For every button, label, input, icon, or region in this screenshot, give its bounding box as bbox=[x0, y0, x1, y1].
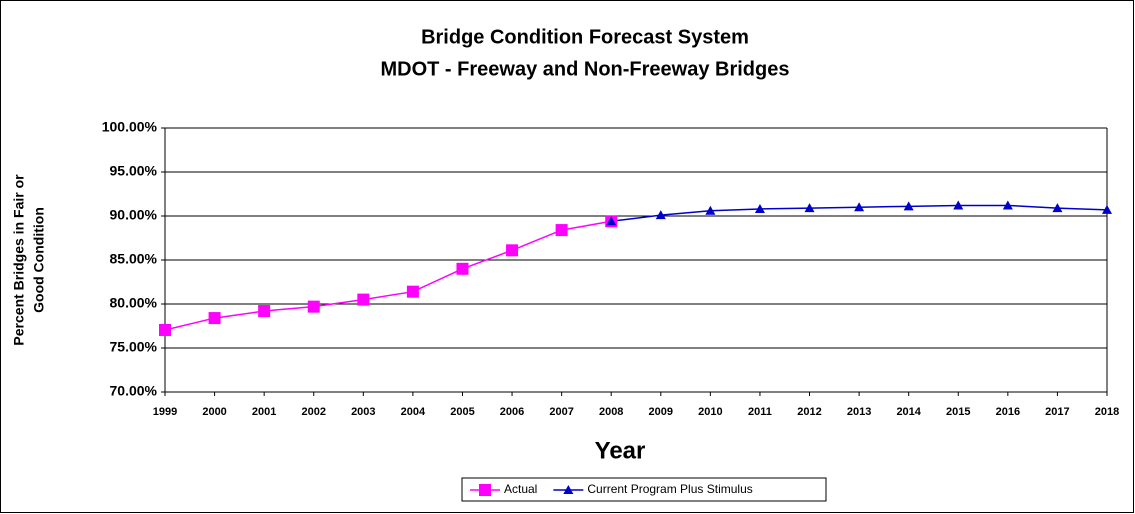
y-axis-label-line: Percent Bridges in Fair or bbox=[11, 174, 27, 346]
marker bbox=[1102, 204, 1112, 214]
y-tick-label: 85.00% bbox=[110, 251, 158, 267]
x-tick-label: 2007 bbox=[549, 406, 573, 418]
x-tick-label: 1999 bbox=[153, 406, 177, 418]
x-tick-label: 2016 bbox=[996, 406, 1020, 418]
marker bbox=[903, 201, 914, 211]
chart-title: Bridge Condition Forecast System bbox=[421, 26, 749, 48]
x-tick-label: 2004 bbox=[401, 406, 426, 418]
x-tick-label: 2015 bbox=[946, 406, 970, 418]
legend-label: Current Program Plus Stimulus bbox=[587, 482, 752, 496]
marker bbox=[506, 244, 519, 257]
x-tick-label: 2001 bbox=[252, 406, 276, 418]
x-tick-label: 2010 bbox=[698, 406, 722, 418]
marker bbox=[655, 210, 666, 220]
marker bbox=[804, 203, 815, 213]
x-tick-label: 2012 bbox=[797, 406, 821, 418]
marker bbox=[406, 285, 419, 298]
y-axis-label-line: Good Condition bbox=[31, 207, 47, 313]
x-axis-label: Year bbox=[595, 437, 646, 464]
marker bbox=[1002, 200, 1013, 210]
marker bbox=[258, 305, 271, 318]
legend-marker bbox=[563, 485, 574, 494]
x-tick-label: 2005 bbox=[450, 406, 474, 418]
marker bbox=[307, 300, 320, 313]
marker bbox=[953, 200, 964, 210]
chart-subtitle: MDOT - Freeway and Non-Freeway Bridges bbox=[381, 58, 790, 80]
marker bbox=[456, 262, 469, 275]
marker bbox=[705, 205, 716, 215]
x-tick-label: 2017 bbox=[1045, 406, 1069, 418]
x-tick-label: 2000 bbox=[202, 406, 226, 418]
series-line bbox=[164, 220, 612, 331]
x-tick-label: 2018 bbox=[1095, 406, 1119, 418]
y-tick-label: 75.00% bbox=[110, 339, 158, 355]
y-tick-label: 95.00% bbox=[110, 163, 158, 179]
x-tick-label: 2014 bbox=[896, 406, 921, 418]
y-tick-label: 90.00% bbox=[110, 207, 158, 223]
legend-marker bbox=[479, 484, 491, 496]
x-tick-label: 2006 bbox=[500, 406, 524, 418]
legend-box bbox=[461, 477, 827, 502]
x-tick-label: 2008 bbox=[599, 406, 623, 418]
marker bbox=[854, 202, 865, 212]
x-tick-label: 2002 bbox=[301, 406, 325, 418]
marker bbox=[754, 203, 765, 213]
y-axis-label: Percent Bridges in Fair or Good Conditio… bbox=[11, 174, 47, 346]
x-tick-label: 2013 bbox=[847, 406, 871, 418]
y-tick-label: 70.00% bbox=[110, 383, 158, 399]
y-tick-label: 100.00% bbox=[102, 119, 158, 135]
legend-label: Actual bbox=[504, 482, 537, 496]
marker bbox=[208, 312, 221, 325]
marker bbox=[159, 323, 171, 336]
x-tick-label: 2009 bbox=[649, 406, 673, 418]
marker bbox=[606, 216, 617, 226]
marker bbox=[1052, 203, 1063, 213]
marker bbox=[555, 224, 568, 237]
x-tick-label: 2003 bbox=[351, 406, 375, 418]
marker bbox=[357, 293, 370, 306]
y-tick-label: 80.00% bbox=[110, 295, 158, 311]
x-tick-label: 2011 bbox=[748, 406, 772, 418]
